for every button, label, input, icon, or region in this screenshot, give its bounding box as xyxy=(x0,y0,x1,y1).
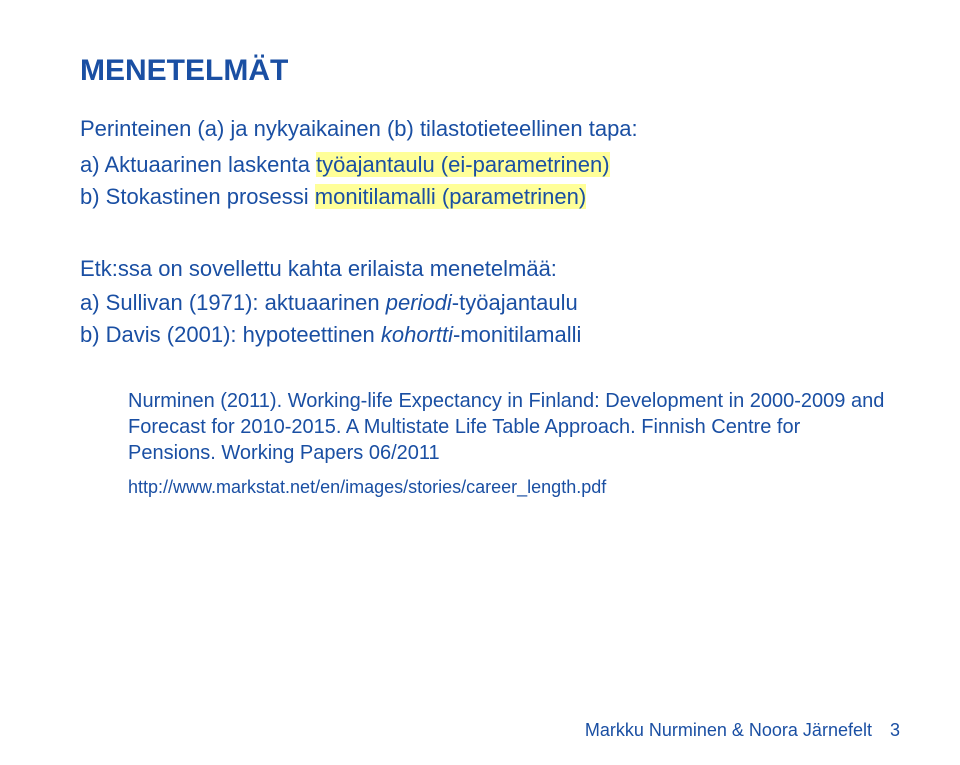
sub-b-italic: kohortti xyxy=(381,322,453,347)
reference-link[interactable]: http://www.markstat.net/en/images/storie… xyxy=(128,476,888,499)
reference-citation: Nurminen (2011). Working-life Expectancy… xyxy=(128,388,888,466)
sub-a-italic: periodi xyxy=(386,290,452,315)
sub-a-suffix: -työajantaulu xyxy=(452,290,578,315)
footer-author: Markku Nurminen & Noora Järnefelt xyxy=(585,720,872,741)
sub-intro-text: Etk:ssa on sovellettu kahta erilaista me… xyxy=(80,256,900,282)
sub-a-prefix: a) Sullivan (1971): aktuaarinen xyxy=(80,290,386,315)
slide-container: MENETELMÄT Perinteinen (a) ja nykyaikain… xyxy=(0,0,960,765)
option-b-highlight: monitilamalli (parametrinen) xyxy=(315,184,586,209)
intro-text: Perinteinen (a) ja nykyaikainen (b) tila… xyxy=(80,114,900,144)
option-b: b) Stokastinen prosessi monitilamalli (p… xyxy=(80,184,900,210)
sub-b-suffix: -monitilamalli xyxy=(453,322,581,347)
option-a-prefix: a) Aktuaarinen laskenta xyxy=(80,152,316,177)
footer: Markku Nurminen & Noora Järnefelt 3 xyxy=(585,720,900,741)
option-a: a) Aktuaarinen laskenta työajantaulu (ei… xyxy=(80,152,900,178)
sub-b-prefix: b) Davis (2001): hypoteettinen xyxy=(80,322,381,347)
option-a-highlight: työajantaulu (ei-parametrinen) xyxy=(316,152,610,177)
reference-block: Nurminen (2011). Working-life Expectancy… xyxy=(128,388,888,499)
slide-title: MENETELMÄT xyxy=(80,54,900,88)
option-b-prefix: b) Stokastinen prosessi xyxy=(80,184,315,209)
footer-page-number: 3 xyxy=(890,720,900,741)
sub-option-a: a) Sullivan (1971): aktuaarinen periodi-… xyxy=(80,290,900,316)
sub-option-b: b) Davis (2001): hypoteettinen kohortti-… xyxy=(80,322,900,348)
